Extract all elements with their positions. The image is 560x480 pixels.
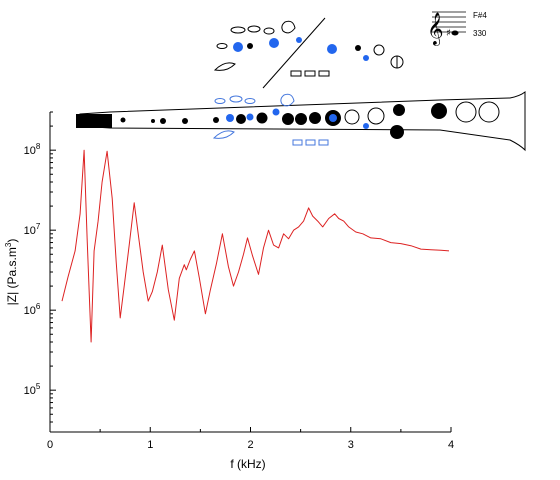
x-tick-label: 2 — [247, 439, 253, 451]
key-outline — [213, 62, 236, 71]
y-tick-label: 108 — [24, 142, 41, 157]
diagram-divider-line — [262, 17, 326, 89]
fingering-diagram: 𝄞 ♯ F#4 330 — [213, 11, 487, 89]
x-axis-title: f (kHz) — [230, 457, 265, 471]
x-tick-label: 4 — [448, 439, 454, 451]
key-pressed — [363, 55, 369, 61]
series-line — [61, 149, 450, 343]
tone-holes — [120, 101, 500, 139]
key-outline — [318, 70, 330, 77]
staff-notation: 𝄞 ♯ — [427, 11, 466, 46]
y-axis-title: |Z| (Pa.s.m3) — [4, 239, 19, 306]
y-tick-label: 106 — [24, 302, 41, 317]
key-pressed — [269, 38, 279, 48]
key-outline — [290, 70, 302, 77]
y-tick-label: 107 — [24, 222, 41, 237]
key-outline — [281, 20, 296, 34]
key-outline — [304, 70, 316, 77]
key-outline — [373, 44, 385, 56]
key-pressed — [296, 37, 302, 43]
key-filled-group — [233, 37, 369, 61]
mouthpiece — [76, 114, 112, 128]
key-pressed — [327, 44, 337, 54]
note-name: F#4 — [473, 11, 487, 20]
y-axis-title-tail: ) — [5, 239, 19, 243]
y-tick-label: 105 — [24, 382, 41, 397]
key-outline-group — [213, 20, 404, 77]
key-closed — [355, 45, 361, 51]
key-outline — [263, 27, 275, 35]
instrument-body — [76, 90, 526, 152]
sharp-icon: ♯ — [446, 28, 451, 39]
plot-axes — [49, 112, 451, 433]
key-closed — [247, 43, 253, 49]
note-head — [451, 30, 459, 36]
key-pressed — [233, 42, 243, 52]
x-tick-label: 3 — [348, 439, 354, 451]
treble-clef-icon: 𝄞 — [427, 12, 444, 46]
note-frequency: 330 — [473, 29, 487, 38]
series-layer — [61, 149, 450, 343]
x-tick-label: 1 — [147, 439, 153, 451]
key-outline — [230, 26, 246, 34]
y-axis-title-sup: 3 — [4, 242, 13, 247]
x-tick-label: 0 — [47, 439, 53, 451]
key-mechanism-outlines — [212, 93, 329, 146]
y-tick-group: 105 106 107 108 — [24, 111, 56, 433]
y-axis-title-main: |Z| (Pa.s.m — [5, 247, 19, 305]
key-outline — [247, 25, 261, 33]
x-tick-group: 0 1 2 3 4 — [47, 427, 454, 451]
key-outline — [216, 43, 228, 49]
